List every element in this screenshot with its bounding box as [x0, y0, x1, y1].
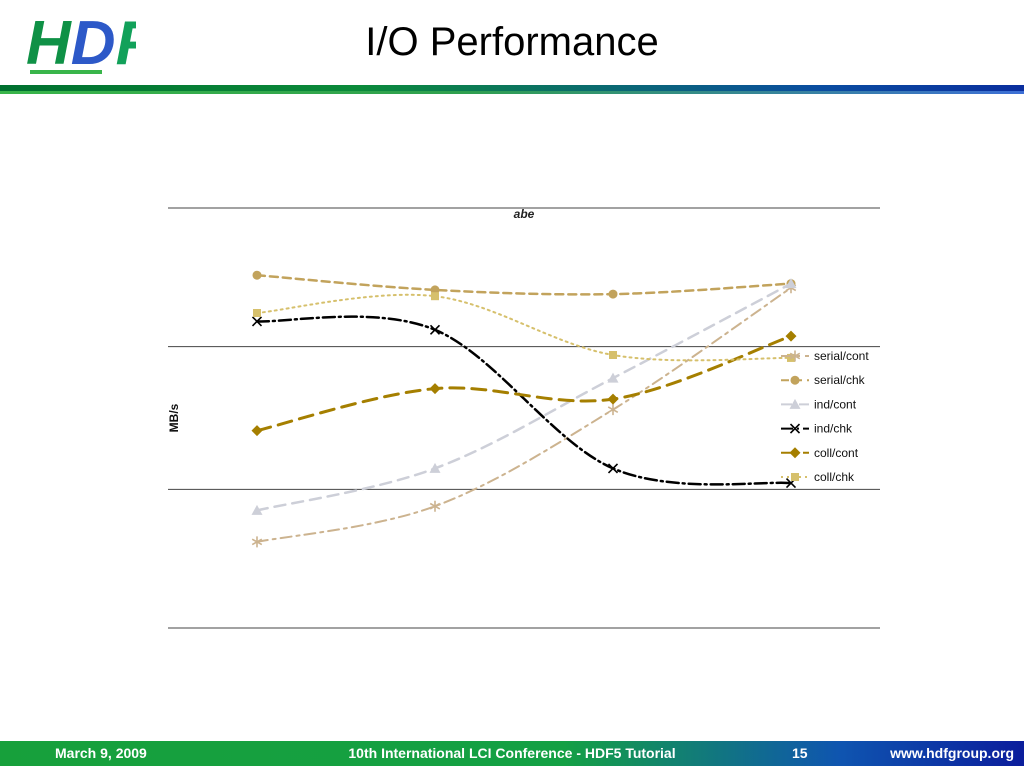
circle-marker — [430, 285, 440, 295]
logo-letter-h: H — [26, 9, 72, 78]
header-divider-dark — [0, 85, 1024, 91]
diamond-marker — [607, 393, 619, 405]
x-marker — [429, 324, 441, 335]
triangle-marker — [429, 462, 441, 473]
legend-label: coll/cont — [814, 446, 859, 460]
square-marker — [253, 309, 261, 317]
star-marker — [789, 350, 801, 362]
y-axis-label: MB/s — [167, 403, 181, 432]
x-marker — [251, 316, 263, 327]
header-divider — [0, 85, 1024, 94]
chart-title: abe — [514, 207, 535, 221]
square-marker — [787, 353, 795, 362]
legend-label: ind/chk — [814, 422, 853, 436]
square-marker — [431, 292, 439, 301]
square-marker — [791, 473, 799, 481]
x-marker — [785, 478, 797, 489]
legend-label: coll/chk — [814, 470, 855, 484]
logo-letter-d: D — [71, 9, 116, 78]
circle-marker — [252, 270, 262, 280]
diamond-marker — [785, 330, 797, 342]
square-marker — [609, 351, 617, 359]
footer-date: March 9, 2009 — [55, 745, 147, 761]
logo-underline — [30, 70, 102, 74]
legend-label: ind/cont — [814, 397, 857, 411]
series-line-serial-chk — [255, 273, 793, 296]
footer-conference: 10th International LCI Conference - HDF5… — [348, 745, 676, 761]
series-line-coll-chk — [256, 293, 792, 362]
circle-marker — [786, 279, 796, 289]
footer-website: www.hdfgroup.org — [890, 745, 1014, 761]
series-line-ind-cont — [255, 282, 793, 512]
diamond-marker — [429, 383, 441, 395]
footer-bar: March 9, 2009 10th International LCI Con… — [0, 741, 1024, 766]
triangle-marker — [607, 372, 619, 383]
legend-label: serial/cont — [814, 349, 869, 363]
triangle-marker — [251, 504, 263, 515]
series-line-ind-chk — [255, 315, 793, 486]
series-line-serial-cont — [256, 286, 792, 543]
x-marker — [607, 463, 619, 474]
header-divider-light — [0, 91, 1024, 94]
star-marker — [785, 282, 797, 294]
diamond-marker — [251, 425, 263, 437]
star-marker — [429, 500, 441, 512]
legend-label: serial/chk — [814, 373, 866, 387]
circle-marker — [790, 375, 800, 385]
star-marker — [251, 536, 263, 548]
footer-page-number: 15 — [792, 745, 808, 761]
slide-title: I/O Performance — [365, 20, 659, 64]
circle-marker — [608, 289, 618, 299]
diamond-marker — [789, 447, 801, 459]
triangle-marker — [785, 278, 797, 289]
series-line-coll-cont — [255, 334, 793, 433]
triangle-marker — [789, 398, 801, 409]
x-marker — [789, 423, 801, 434]
star-marker — [607, 404, 619, 416]
